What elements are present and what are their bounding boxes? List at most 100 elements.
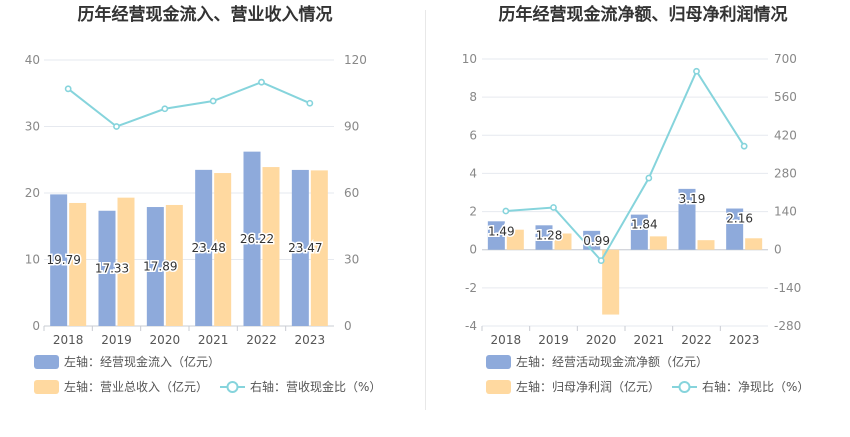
y-left-tick-label: 0 <box>469 243 477 257</box>
legend-label: 左轴：经营活动现金流净额（亿元） <box>516 354 708 369</box>
chart-title: 历年经营现金流入、营业收入情况 <box>78 4 333 25</box>
data-label: 2.16 <box>726 212 753 226</box>
legend-label: 左轴：归母净利润（亿元） <box>516 379 660 394</box>
legend-swatch-series-1 <box>34 355 59 369</box>
y-left-tick-label: 20 <box>25 186 40 200</box>
bar-series-1 <box>535 225 553 250</box>
bar-series-2 <box>602 249 620 315</box>
y-left-tick-label: 8 <box>469 90 477 104</box>
data-label: 1.49 <box>488 224 515 238</box>
bar-series-2 <box>262 167 280 326</box>
bar-series-1 <box>487 221 505 250</box>
line-point <box>693 67 700 75</box>
bar-series-1 <box>726 208 744 250</box>
y-left-tick-label: 40 <box>25 53 40 67</box>
data-label: 23.47 <box>288 241 322 255</box>
bar-series-1 <box>678 188 696 250</box>
bar-series-1 <box>146 207 164 326</box>
legend-swatch-point <box>678 381 691 393</box>
data-label: 23.48 <box>191 241 225 255</box>
y-left-tick-label: 10 <box>462 52 477 66</box>
line-point <box>502 207 510 215</box>
line-point <box>161 105 169 113</box>
legend-label: 右轴：营收现金比（%） <box>250 379 381 394</box>
y-right-tick-label: -280 <box>774 319 801 333</box>
x-tick-label: 2020 <box>586 333 617 347</box>
legend-swatch-series-1 <box>486 355 511 369</box>
y-right-tick-label: 280 <box>774 166 797 180</box>
bar-series-1 <box>630 214 648 250</box>
y-right-tick-label: 90 <box>344 120 359 134</box>
x-tick-label: 2020 <box>150 333 181 347</box>
x-tick-label: 2022 <box>681 333 712 347</box>
legend-swatch-series-2 <box>34 380 59 394</box>
x-tick-label: 2023 <box>295 333 326 347</box>
line-point <box>306 99 314 107</box>
bar-series-2 <box>506 229 524 250</box>
x-tick-label: 2021 <box>198 333 229 347</box>
bar-series-2 <box>214 173 232 326</box>
y-left-tick-label: 2 <box>469 205 477 219</box>
left-chart-panel: 历年经营现金流入、营业收入情况 0 10 20 30 40 0 30 60 90 120 2018 20… <box>25 4 381 394</box>
line-point <box>597 257 605 265</box>
line-series <box>67 81 311 128</box>
line-point <box>209 97 217 105</box>
line-point <box>113 123 120 130</box>
y-left-tick-label: -4 <box>465 319 477 333</box>
legend-label: 左轴：营业总收入（亿元） <box>64 379 208 394</box>
right-chart-panel: 历年经营现金流净额、归母净利润情况 -4 -2 0 2 4 6 8 10 -280 -140 0 140… <box>426 0 850 437</box>
y-left-tick-label: 4 <box>469 166 477 180</box>
y-left-tick-label: 10 <box>25 253 40 267</box>
right-chart: 历年经营现金流净额、归母净利润情况 -4 -2 0 2 4 6 8 10 -280 -140 0 140… <box>462 4 809 394</box>
bar-series-2 <box>554 233 572 250</box>
x-tick-label: 2019 <box>101 333 132 347</box>
y-right-tick-label: 0 <box>774 243 782 257</box>
data-label: 0.99 <box>583 234 610 248</box>
bar-series-1 <box>50 194 68 326</box>
line-point <box>258 78 265 86</box>
bar-series-2 <box>697 240 715 250</box>
legend-label: 左轴：经营现金流入（亿元） <box>64 354 220 369</box>
y-right-tick-label: 0 <box>344 319 352 333</box>
legend-swatch-point <box>226 381 239 393</box>
y-right-tick-label: 140 <box>774 205 797 219</box>
bar-series-2 <box>649 236 667 250</box>
x-tick-label: 2018 <box>491 333 522 347</box>
line-point <box>740 142 748 150</box>
x-tick-label: 2021 <box>634 333 665 347</box>
y-right-tick-label: 700 <box>774 52 797 66</box>
y-right-tick-label: 560 <box>774 90 797 104</box>
y-right-tick-label: 120 <box>344 53 367 67</box>
data-label: 1.28 <box>536 228 563 242</box>
bar-series-1 <box>98 210 116 326</box>
y-left-tick-label: -2 <box>465 281 477 295</box>
left-chart: 历年经营现金流入、营业收入情况 0 10 20 30 40 0 30 60 90 120 2018 20… <box>25 4 381 394</box>
x-tick-label: 2023 <box>729 333 760 347</box>
line-point <box>645 174 653 182</box>
line-point <box>64 85 72 93</box>
y-right-tick-label: 60 <box>344 186 359 200</box>
x-tick-label: 2022 <box>246 333 277 347</box>
data-label: 1.84 <box>631 218 658 232</box>
bar-series-2 <box>69 202 87 326</box>
x-tick-label: 2018 <box>53 333 84 347</box>
bar-series-2 <box>165 204 183 326</box>
line-point <box>550 204 557 211</box>
y-left-tick-label: 30 <box>25 120 40 134</box>
y-right-tick-label: 420 <box>774 128 797 142</box>
chart-title: 历年经营现金流净额、归母净利润情况 <box>499 4 788 25</box>
bar-series-2 <box>745 238 763 250</box>
data-label: 26.22 <box>240 232 274 246</box>
data-label: 17.89 <box>143 260 177 274</box>
line-series <box>505 69 746 263</box>
legend-label: 右轴：净现比（%） <box>702 379 809 394</box>
y-left-tick-label: 0 <box>32 319 40 333</box>
panel-divider <box>425 10 426 410</box>
data-label: 3.19 <box>679 192 706 206</box>
y-right-tick-label: 30 <box>344 253 359 267</box>
legend-swatch-series-2 <box>486 380 511 394</box>
bar-series-2 <box>117 197 135 326</box>
data-label: 19.79 <box>46 253 80 267</box>
bar-series-1 <box>243 151 261 326</box>
bar-series-1 <box>291 169 309 326</box>
